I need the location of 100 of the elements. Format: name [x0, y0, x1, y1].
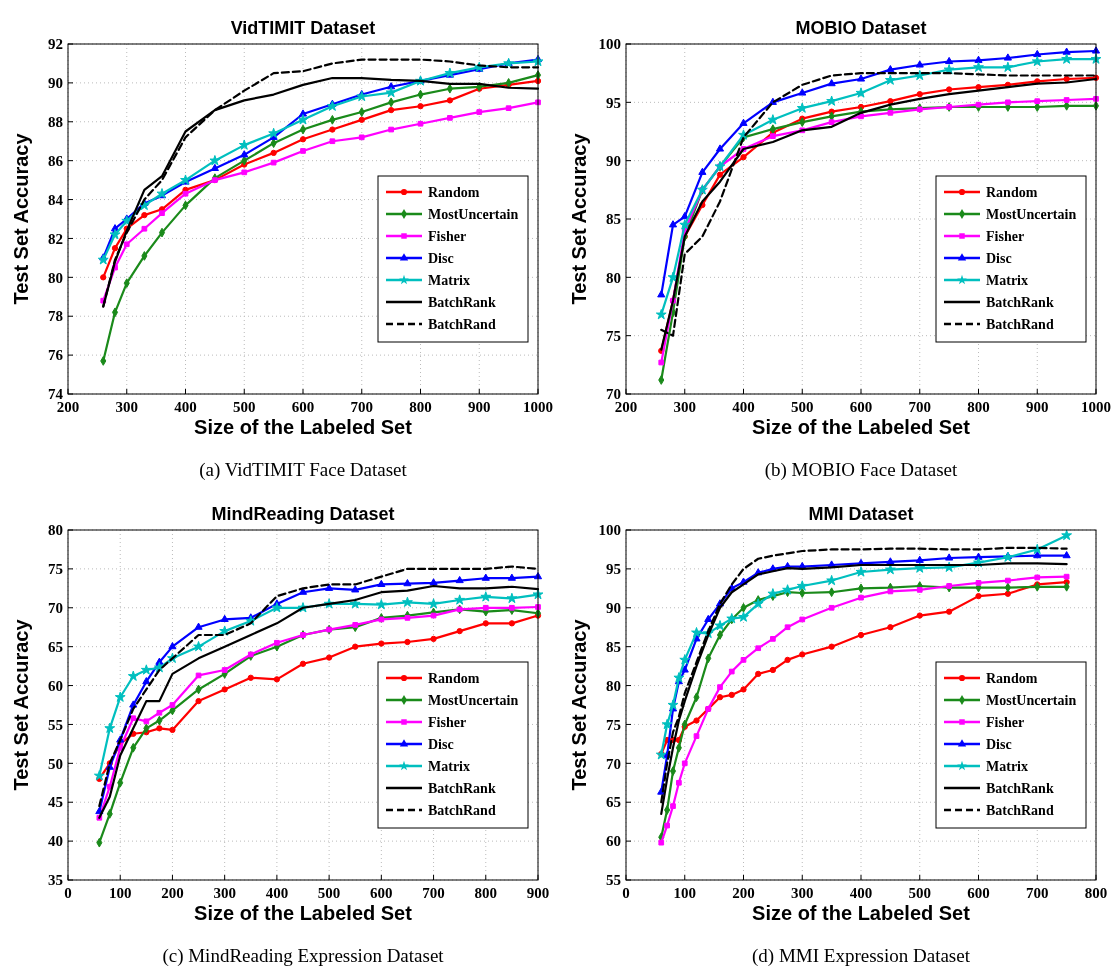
y-tick-label: 40 [48, 833, 63, 850]
y-tick-label: 90 [606, 600, 621, 617]
y-axis-title: Test Set Accuracy [568, 132, 590, 305]
y-tick-label: 75 [48, 561, 63, 578]
legend-label: BatchRank [986, 780, 1054, 796]
x-tick-label: 600 [849, 399, 873, 415]
y-tick-label: 80 [606, 269, 621, 286]
chart-title: MMI Dataset [808, 504, 914, 524]
chart-title: MindReading Dataset [211, 504, 395, 524]
x-tick-label: 700 [422, 885, 445, 901]
legend-label: Disc [986, 736, 1012, 752]
legend-label: BatchRank [986, 294, 1054, 310]
x-tick-label: 1000 [523, 399, 553, 415]
x-tick-label: 200 [732, 885, 755, 901]
x-tick-label: 400 [265, 885, 289, 901]
y-tick-label: 82 [48, 230, 63, 247]
legend-label: Disc [428, 250, 454, 266]
x-tick-label: 700 [350, 399, 373, 415]
legend-label: Disc [428, 736, 454, 752]
x-tick-label: 0 [64, 885, 72, 901]
x-tick-label: 300 [213, 885, 236, 901]
x-tick-label: 800 [474, 885, 498, 901]
x-tick-label: 300 [673, 399, 696, 415]
y-tick-label: 90 [606, 152, 621, 169]
x-tick-label: 500 [791, 399, 814, 415]
legend-label: Fisher [986, 714, 1025, 730]
legend-label: MostUncertain [986, 692, 1077, 708]
x-tick-label: 500 [317, 885, 341, 901]
legend-label: Fisher [986, 228, 1025, 244]
x-tick-label: 200 [161, 885, 184, 901]
legend-label: MostUncertain [428, 692, 519, 708]
x-tick-label: 400 [174, 399, 197, 415]
y-tick-label: 92 [48, 36, 63, 53]
chart-title: MOBIO Dataset [795, 18, 927, 38]
y-tick-label: 84 [48, 191, 64, 208]
y-tick-label: 78 [48, 308, 63, 325]
legend-label: BatchRand [428, 802, 496, 818]
x-tick-label: 500 [233, 399, 256, 415]
y-tick-label: 60 [606, 833, 621, 850]
x-tick-label: 900 [1026, 399, 1049, 415]
legend-label: BatchRand [428, 316, 496, 332]
x-axis-title: Size of the Labeled Set [752, 902, 971, 924]
legend-label: Fisher [428, 714, 467, 730]
x-tick-label: 900 [468, 399, 491, 415]
y-tick-label: 70 [606, 755, 621, 772]
legend-label: MostUncertain [986, 206, 1077, 222]
legend-label: BatchRank [428, 780, 496, 796]
y-tick-label: 75 [606, 327, 621, 344]
legend-label: MostUncertain [428, 206, 519, 222]
y-tick-label: 88 [48, 114, 63, 131]
legend-label: Matrix [986, 758, 1028, 774]
x-tick-label: 600 [370, 885, 393, 901]
y-tick-label: 76 [48, 347, 64, 364]
legend-label: BatchRand [986, 316, 1054, 332]
text: (d) MMI Expression Dataset [752, 945, 971, 967]
legend-label: Matrix [428, 758, 470, 774]
legend-label: Disc [986, 250, 1012, 266]
y-axis-title: Test Set Accuracy [568, 618, 590, 791]
y-tick-label: 65 [48, 638, 63, 655]
x-tick-label: 800 [967, 399, 990, 415]
x-tick-label: 700 [908, 399, 931, 415]
y-tick-label: 60 [48, 677, 63, 694]
x-tick-label: 600 [291, 399, 315, 415]
y-tick-label: 95 [606, 561, 621, 578]
x-tick-label: 500 [908, 885, 931, 901]
y-axis-title: Test Set Accuracy [10, 618, 32, 791]
legend-label: BatchRank [428, 294, 496, 310]
x-axis-title: Size of the Labeled Set [752, 416, 971, 438]
x-tick-label: 800 [1084, 885, 1108, 901]
y-tick-label: 80 [606, 677, 621, 694]
y-tick-label: 50 [48, 755, 63, 772]
y-tick-label: 75 [606, 716, 621, 733]
x-tick-label: 300 [791, 885, 814, 901]
y-axis-title: Test Set Accuracy [10, 132, 32, 305]
y-tick-label: 90 [48, 75, 63, 92]
x-tick-label: 0 [622, 885, 630, 901]
y-tick-label: 55 [48, 716, 63, 733]
chart-title: VidTIMIT Dataset [230, 18, 376, 38]
x-tick-label: 1000 [1081, 399, 1111, 415]
x-tick-label: 400 [849, 885, 873, 901]
legend-label: Random [986, 670, 1038, 686]
x-tick-label: 900 [526, 885, 550, 901]
legend-label: Matrix [428, 272, 470, 288]
y-tick-label: 86 [48, 152, 64, 169]
y-tick-label: 95 [606, 94, 621, 111]
legend-label: Random [428, 670, 480, 686]
y-tick-label: 80 [48, 269, 63, 286]
legend-label: BatchRand [986, 802, 1054, 818]
y-tick-label: 55 [606, 872, 621, 889]
legend-label: Random [986, 184, 1038, 200]
x-tick-label: 800 [409, 399, 432, 415]
x-tick-label: 700 [1026, 885, 1049, 901]
y-tick-label: 45 [48, 794, 63, 811]
x-tick-label: 100 [108, 885, 132, 901]
text: (c) MindReading Expression Dataset [162, 945, 445, 967]
text: (b) MOBIO Face Dataset [764, 459, 958, 481]
x-tick-label: 600 [967, 885, 990, 901]
legend-label: Random [428, 184, 480, 200]
y-tick-label: 85 [606, 638, 621, 655]
y-tick-label: 100 [598, 36, 621, 53]
